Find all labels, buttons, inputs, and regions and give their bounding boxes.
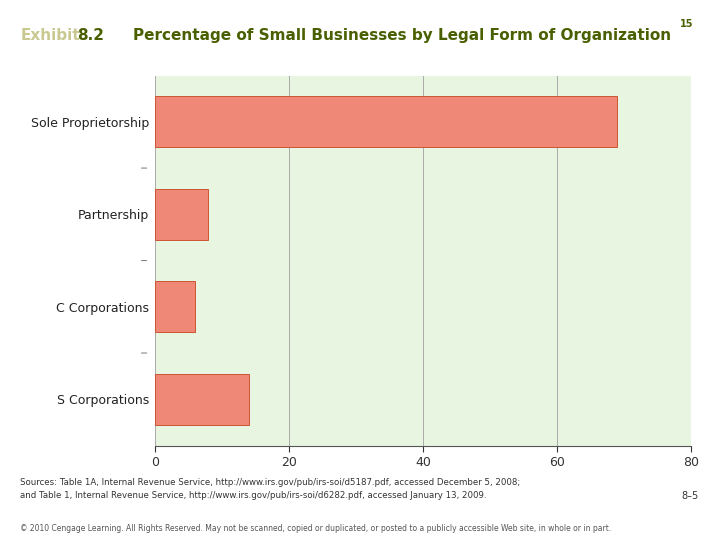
Text: Percentage of Small Businesses by Legal Form of Organization: Percentage of Small Businesses by Legal … — [133, 28, 671, 43]
Text: 15: 15 — [680, 19, 694, 29]
Text: Sources: Table 1A, Internal Revenue Service, http://www.irs.gov/pub/irs-soi/d518: Sources: Table 1A, Internal Revenue Serv… — [20, 478, 521, 487]
Text: 8–5: 8–5 — [681, 491, 698, 502]
Text: Exhibit: Exhibit — [20, 28, 80, 43]
Text: 8.2: 8.2 — [77, 28, 104, 43]
Text: and Table 1, Internal Revenue Service, http://www.irs.gov/pub/irs-soi/d6282.pdf,: and Table 1, Internal Revenue Service, h… — [20, 491, 487, 501]
Bar — [155, 189, 209, 240]
Bar — [155, 281, 195, 332]
Bar — [155, 374, 248, 424]
Text: © 2010 Cengage Learning. All Rights Reserved. May not be scanned, copied or dupl: © 2010 Cengage Learning. All Rights Rese… — [20, 524, 611, 533]
Bar — [155, 97, 618, 147]
